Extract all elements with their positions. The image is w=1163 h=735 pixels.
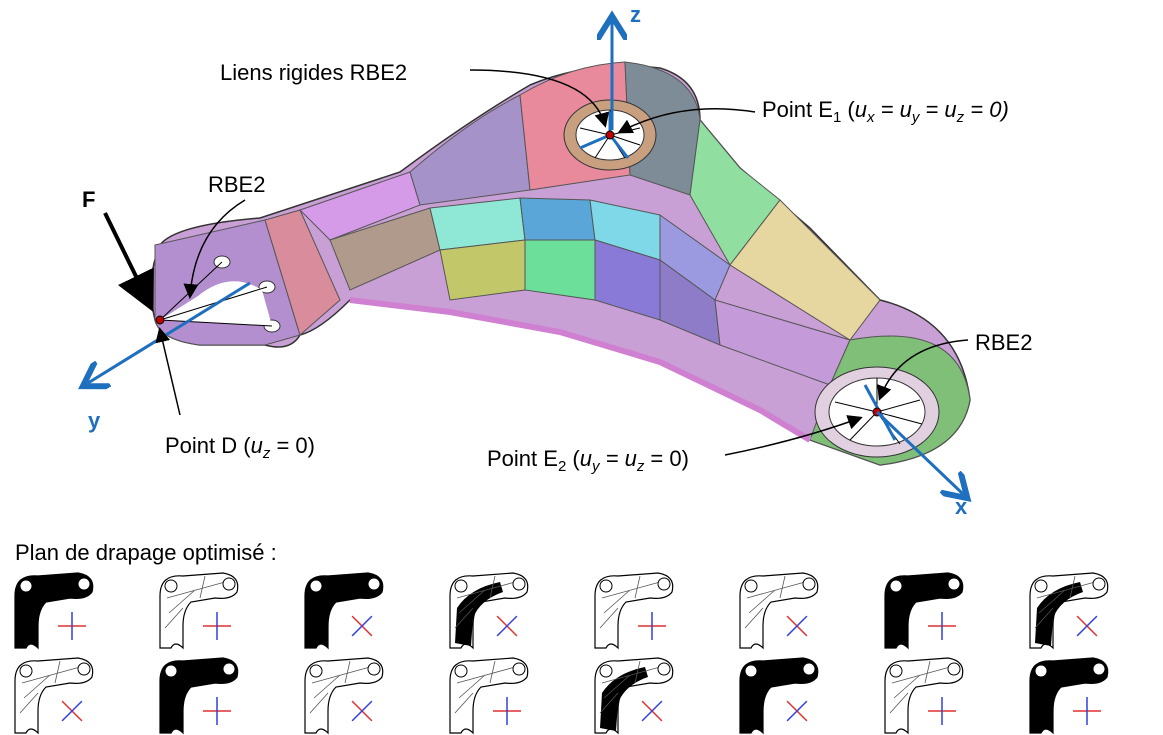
figure: z Liens rigides RBE2 Point E1 (ux = uy =… <box>0 0 1163 735</box>
t: = <box>919 97 944 122</box>
ply <box>885 658 963 733</box>
label-rbe2-left: RBE2 <box>208 172 265 197</box>
ply-hole <box>803 663 815 675</box>
ply-hole <box>455 665 467 677</box>
t: u <box>855 97 867 122</box>
ply-hole <box>165 665 177 677</box>
ply-hole <box>223 663 235 675</box>
ply-hole <box>890 580 902 592</box>
ply-hole <box>890 665 902 677</box>
ply-orientation <box>342 606 382 646</box>
t: = 0) <box>270 433 315 458</box>
ply-orientation <box>203 697 231 725</box>
ply-hole <box>310 580 322 592</box>
ply <box>160 573 238 648</box>
ply <box>160 658 238 733</box>
ply <box>740 573 818 648</box>
t: 2 <box>558 458 566 475</box>
ply <box>15 573 93 648</box>
t: = <box>599 446 624 471</box>
ply-orientation <box>1067 606 1107 646</box>
ply-orientation <box>777 691 817 731</box>
ply-hole <box>1093 663 1105 675</box>
ply-hole <box>368 578 380 590</box>
ply-hole <box>745 580 757 592</box>
label-f: F <box>82 187 95 212</box>
t: u <box>580 446 592 471</box>
t: u <box>900 97 912 122</box>
label-point-d: Point D (uz = 0) <box>165 433 315 462</box>
ply-orientation <box>487 606 527 646</box>
ply <box>885 573 963 648</box>
caption: Plan de drapage optimisé : <box>15 540 277 565</box>
ply-orientation <box>638 612 666 640</box>
ply-orientation <box>928 612 956 640</box>
ply-hole <box>658 663 670 675</box>
ply-hole <box>1035 580 1047 592</box>
ply-hole <box>1035 665 1047 677</box>
ply <box>740 658 818 733</box>
label-rbe2-right: RBE2 <box>975 330 1032 355</box>
ply-orientation <box>52 691 92 731</box>
t: u <box>625 446 637 471</box>
t: Point E <box>762 97 833 122</box>
ply-hole <box>803 578 815 590</box>
ply-hole <box>600 665 612 677</box>
ply <box>1030 658 1108 733</box>
ply-hole <box>368 663 380 675</box>
axis-x: x <box>955 494 968 519</box>
axis-y: y <box>88 408 101 433</box>
t: = 0) <box>964 97 1009 122</box>
t: = 0) <box>644 446 689 471</box>
t: u <box>251 433 263 458</box>
ply <box>305 658 383 733</box>
ply-hole <box>310 665 322 677</box>
t: = <box>874 97 899 122</box>
ply <box>15 658 93 733</box>
ply <box>305 573 383 648</box>
ply <box>450 573 528 648</box>
ply-hole <box>600 580 612 592</box>
ply <box>595 573 673 648</box>
ply-orientation <box>58 612 86 640</box>
ply-hole <box>20 665 32 677</box>
ply-hole <box>165 580 177 592</box>
ply-hole <box>78 663 90 675</box>
ply-hole <box>1093 578 1105 590</box>
t: ( <box>566 446 580 471</box>
ply-orientation <box>493 697 521 725</box>
ply-hole <box>513 578 525 590</box>
t: Point E <box>487 446 558 471</box>
ply-hole <box>78 578 90 590</box>
boss-top <box>564 100 656 170</box>
ply-hole <box>948 663 960 675</box>
ply-hole <box>20 580 32 592</box>
axis-z: z <box>630 2 641 27</box>
ply-hole <box>223 578 235 590</box>
label-point-e2: Point E2 (uy = uz = 0) <box>487 446 689 475</box>
ply-orientation <box>203 612 231 640</box>
t: Point D ( <box>165 433 251 458</box>
label-liens: Liens rigides RBE2 <box>220 60 407 85</box>
ply <box>1030 573 1108 648</box>
t: ( <box>841 97 855 122</box>
ply-orientation <box>632 691 672 731</box>
ply-orientation <box>342 691 382 731</box>
t: 1 <box>833 109 841 126</box>
ply <box>450 658 528 733</box>
ply-hole <box>455 580 467 592</box>
ply-hole <box>513 663 525 675</box>
ply-hole <box>658 578 670 590</box>
ply-sequence <box>15 573 1108 733</box>
t: u <box>944 97 956 122</box>
ply <box>595 658 673 733</box>
ply-orientation <box>777 606 817 646</box>
label-point-e1: Point E1 (ux = uy = uz = 0) <box>762 97 1009 126</box>
ply-hole <box>745 665 757 677</box>
ply-hole <box>948 578 960 590</box>
ply-orientation <box>928 697 956 725</box>
ply-orientation <box>1073 697 1101 725</box>
